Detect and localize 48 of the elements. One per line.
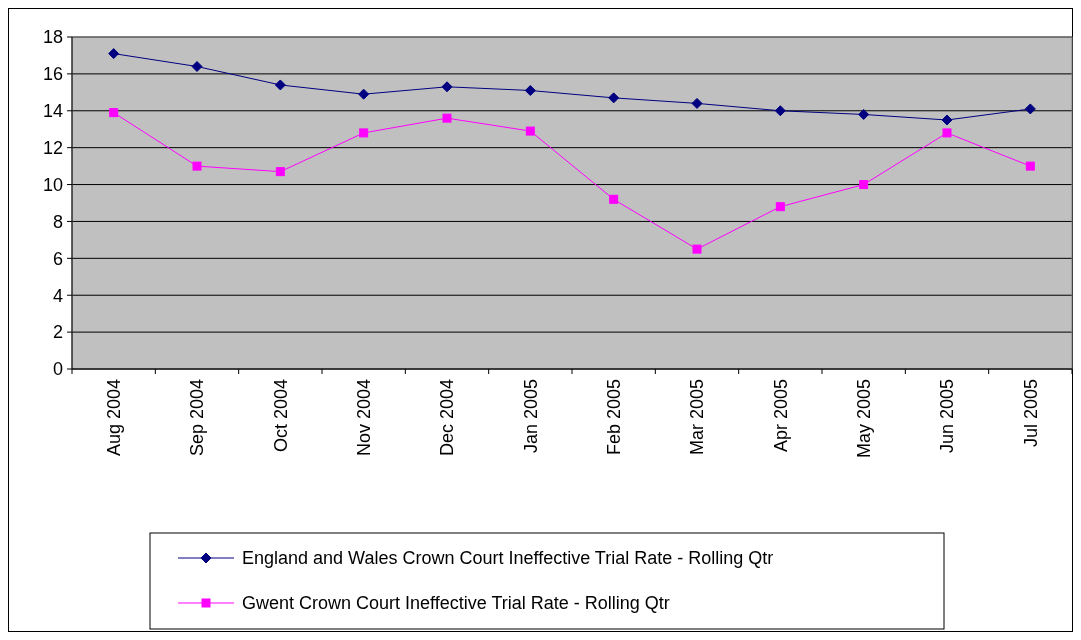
point	[774, 105, 786, 117]
x-tick-label: Nov 2004	[353, 379, 374, 457]
x-tick-label: Sep 2004	[187, 379, 208, 457]
y-tick-label: 12	[42, 137, 63, 158]
point	[359, 128, 369, 138]
point	[274, 79, 286, 91]
point	[525, 126, 535, 136]
x-tick-label: Jul 2005	[1020, 379, 1041, 448]
point	[275, 167, 285, 177]
point	[691, 97, 703, 109]
point	[858, 108, 870, 120]
point	[1025, 161, 1035, 171]
point	[1024, 103, 1036, 115]
point	[692, 244, 702, 254]
legend-label: Gwent Crown Court Ineffective Trial Rate - Rolling Qtr	[242, 593, 670, 614]
point	[442, 113, 452, 123]
x-tick-label: Jun 2005	[937, 379, 958, 454]
point	[191, 61, 203, 73]
point	[192, 161, 202, 171]
y-tick-label: 18	[42, 27, 63, 48]
y-tick-label: 16	[42, 64, 63, 85]
point	[108, 48, 120, 60]
point	[941, 114, 953, 126]
point	[859, 180, 869, 190]
x-tick-label: Oct 2004	[270, 379, 291, 453]
y-tick-label: 8	[52, 211, 63, 232]
y-tick-label: 2	[52, 322, 63, 343]
point	[609, 194, 619, 204]
point	[524, 84, 536, 96]
y-tick-label: 10	[42, 174, 63, 195]
x-tick-label: Feb 2005	[603, 379, 624, 456]
y-tick-label: 0	[52, 359, 63, 380]
y-tick-label: 4	[52, 285, 63, 306]
point	[109, 108, 119, 118]
point	[942, 128, 952, 138]
point	[358, 88, 370, 100]
x-tick-label: May 2005	[853, 379, 874, 459]
x-tick-label: Dec 2004	[437, 379, 458, 457]
point	[608, 92, 620, 104]
y-tick-label: 14	[42, 101, 63, 122]
point	[775, 202, 785, 212]
y-tick-label: 6	[52, 248, 63, 269]
x-tick-label: Mar 2005	[687, 379, 708, 456]
legend-label: England and Wales Crown Court Ineffective Trial Rate - Rolling Qtr	[242, 548, 774, 569]
x-tick-label: Jan 2005	[520, 379, 541, 454]
x-tick-label: Apr 2005	[770, 379, 791, 453]
x-tick-label: Aug 2004	[103, 379, 124, 457]
point	[441, 81, 453, 93]
